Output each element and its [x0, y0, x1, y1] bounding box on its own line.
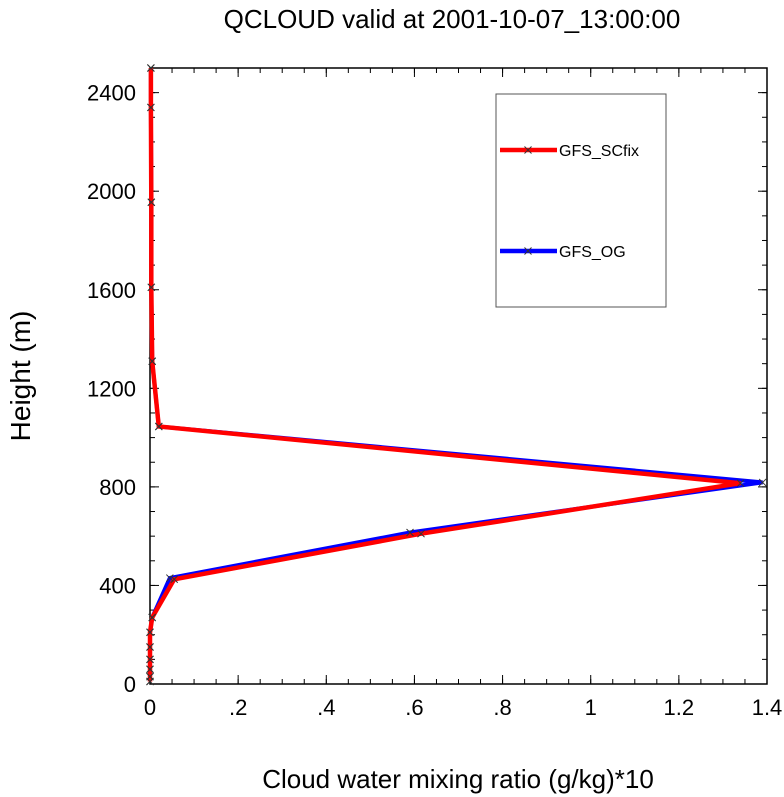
data-point-marker: [146, 643, 154, 651]
x-tick-label: 1: [585, 695, 597, 720]
y-tick-label: 1600: [87, 278, 136, 303]
data-point-marker: [146, 672, 154, 681]
data-point-marker: [146, 665, 154, 674]
x-tick-label: .4: [317, 695, 335, 720]
x-axis-label: Cloud water mixing ratio (g/kg)*10: [262, 764, 654, 794]
y-tick-label: 0: [124, 672, 136, 697]
legend-marker: [524, 146, 532, 154]
data-point-marker: [406, 528, 414, 537]
x-tick-label: .8: [493, 695, 511, 720]
legend-marker: [524, 247, 532, 255]
y-tick-label: 2000: [87, 179, 136, 204]
axis-ticks: [149, 67, 768, 685]
x-tick-label: 1.4: [752, 695, 783, 720]
data-point-marker: [146, 628, 154, 637]
legend-item: GFS_OG: [500, 244, 626, 261]
data-point-marker: [148, 613, 157, 622]
series-layer: [146, 64, 767, 686]
y-tick-label: 400: [99, 573, 136, 598]
y-tick-label: 800: [99, 475, 136, 500]
x-tick-labels: 0 .2 .4 .6 .8 1 1.2 1.4: [144, 695, 782, 720]
data-point-marker: [147, 103, 155, 112]
data-point-marker: [154, 422, 163, 431]
y-tick-label: 1200: [87, 376, 136, 401]
data-point-marker: [417, 529, 425, 538]
legend-label: GFS_SCfix: [559, 143, 639, 160]
x-tick-label: .6: [405, 695, 423, 720]
legend-box: [495, 93, 667, 308]
data-point-marker: [170, 575, 179, 584]
data-point-marker: [147, 64, 155, 72]
x-tick-label: .2: [229, 695, 247, 720]
data-point-marker: [736, 479, 745, 488]
legend: GFS_SCfix GFS_OG: [495, 93, 667, 308]
chart-title: QCLOUD valid at 2001-10-07_13:00:00: [224, 4, 681, 34]
data-point-marker: [146, 655, 154, 664]
y-axis-label: Height (m): [5, 311, 36, 442]
data-point-marker: [148, 357, 157, 366]
y-tick-labels: 0 400 800 1200 1600 2000 2400: [87, 81, 136, 697]
x-tick-label: 1.2: [664, 695, 695, 720]
series-line-gfs-og: [148, 68, 763, 682]
x-tick-label: 0: [144, 695, 156, 720]
data-point-marker: [147, 283, 156, 292]
data-point-marker: [758, 478, 767, 487]
data-point-marker: [165, 574, 174, 582]
legend-label: GFS_OG: [559, 244, 626, 261]
series-line-gfs-scfix: [147, 68, 741, 682]
y-tick-label: 2400: [87, 81, 136, 106]
plot-frame: [149, 67, 768, 685]
legend-item: GFS_SCfix: [500, 143, 639, 160]
data-point-marker: [147, 198, 156, 207]
